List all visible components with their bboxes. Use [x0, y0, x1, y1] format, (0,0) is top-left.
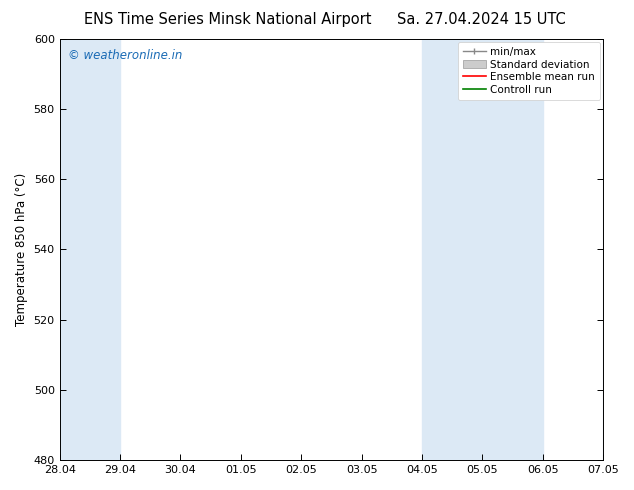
Bar	[482, 39, 543, 460]
Bar	[422, 39, 482, 460]
Text: © weatheronline.in: © weatheronline.in	[68, 49, 182, 62]
Y-axis label: Temperature 850 hPa (°C): Temperature 850 hPa (°C)	[15, 173, 28, 326]
Bar	[60, 39, 120, 460]
Text: ENS Time Series Minsk National Airport: ENS Time Series Minsk National Airport	[84, 12, 372, 27]
Legend: min/max, Standard deviation, Ensemble mean run, Controll run: min/max, Standard deviation, Ensemble me…	[458, 42, 600, 100]
Bar	[603, 39, 634, 460]
Text: Sa. 27.04.2024 15 UTC: Sa. 27.04.2024 15 UTC	[398, 12, 566, 27]
